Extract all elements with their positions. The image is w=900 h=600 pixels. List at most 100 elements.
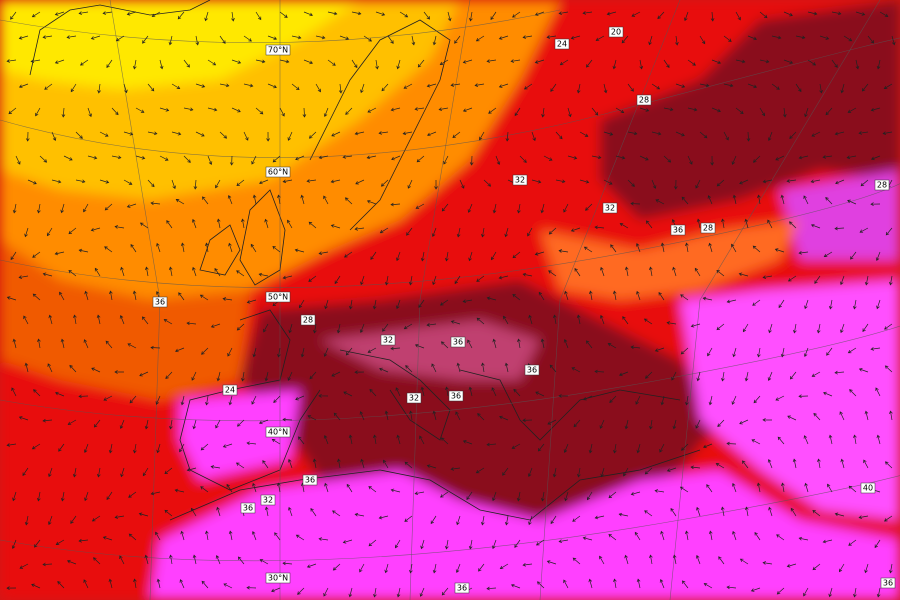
wind-arrow (816, 323, 821, 334)
wind-arrow (687, 59, 696, 66)
wind-arrow (431, 363, 437, 373)
wind-arrow (51, 131, 57, 141)
wind-arrow (199, 294, 209, 301)
wind-arrow (771, 35, 782, 40)
wind-arrow (287, 219, 293, 229)
wind-arrow (108, 578, 113, 589)
wind-arrow (478, 563, 485, 572)
wind-arrow (563, 443, 569, 453)
wind-arrow (651, 83, 661, 90)
wind-arrow (486, 296, 497, 301)
wind-arrow (492, 338, 497, 349)
wind-arrow (618, 512, 629, 517)
wind-arrow (716, 179, 725, 187)
wind-arrow (591, 155, 602, 160)
wind-arrow (459, 179, 465, 189)
wind-arrow (757, 347, 761, 358)
wind-arrow (759, 107, 765, 117)
wind-arrow (550, 83, 557, 92)
wind-arrow (711, 59, 722, 65)
wind-arrow (720, 506, 725, 517)
wind-arrow (624, 266, 629, 277)
wind-arrow (432, 563, 437, 574)
wind-arrow (840, 275, 845, 286)
wind-arrow (707, 347, 713, 357)
wind-arrow (744, 371, 749, 382)
wind-arrow (406, 227, 413, 236)
wind-arrow (469, 11, 473, 22)
wind-arrow (219, 83, 230, 88)
wind-arrow (492, 539, 497, 550)
wind-arrow (466, 491, 473, 500)
wind-arrow (47, 363, 53, 373)
wind-arrow (144, 554, 149, 565)
wind-arrow (288, 323, 293, 334)
wind-arrow (504, 515, 509, 526)
wind-arrow (450, 467, 461, 471)
wind-arrow (55, 391, 65, 397)
wind-arrow (514, 107, 521, 117)
wind-arrow (54, 59, 65, 64)
wind-arrow (259, 179, 269, 185)
wind-arrow (634, 531, 641, 541)
wind-arrow (228, 242, 233, 253)
wind-arrow (23, 315, 29, 325)
wind-arrow (27, 179, 37, 185)
contour-label-box (260, 494, 276, 506)
wind-arrow (828, 434, 833, 445)
wind-arrow (126, 11, 137, 16)
wind-arrow (822, 539, 833, 544)
wind-arrow (681, 580, 689, 589)
wind-arrow (726, 441, 737, 446)
wind-arrow (795, 83, 802, 93)
wind-arrow (51, 179, 62, 184)
wind-arrow (548, 270, 557, 277)
wind-arrow (447, 11, 452, 22)
wind-arrow (768, 506, 773, 517)
wind-arrow (68, 227, 77, 235)
wind-arrow (6, 443, 17, 447)
wind-arrow (762, 418, 773, 422)
wind-arrow (840, 458, 845, 469)
wind-arrow (192, 419, 197, 430)
wind-arrow (108, 443, 113, 454)
wind-arrow (559, 59, 569, 66)
wind-arrow (462, 299, 473, 304)
wind-arrow (264, 506, 269, 517)
wind-arrow (695, 179, 701, 189)
wind-arrow (754, 531, 761, 541)
wind-arrow (348, 587, 353, 598)
wind-arrow (863, 459, 869, 469)
wind-arrow (31, 11, 41, 18)
wind-arrow (814, 275, 821, 284)
wind-arrow (803, 347, 809, 358)
wind-arrow (744, 218, 749, 229)
wind-arrow (6, 296, 17, 301)
wind-arrow (133, 443, 137, 454)
wind-arrow (835, 179, 845, 185)
wind-arrow (383, 459, 389, 469)
wind-arrow (87, 107, 92, 118)
wind-arrow (673, 179, 678, 190)
wind-arrow (22, 467, 29, 476)
wind-arrow (315, 83, 321, 93)
wind-arrow (848, 485, 857, 493)
wind-arrow (250, 243, 257, 253)
wind-arrow (24, 515, 29, 526)
wind-arrow (654, 347, 665, 352)
wind-arrow (657, 11, 665, 20)
wind-arrow (159, 59, 164, 70)
wind-arrow (666, 321, 677, 325)
contour-label-box (300, 314, 316, 326)
wind-arrow (75, 131, 83, 139)
wind-arrow (11, 539, 17, 549)
wind-arrow (807, 59, 817, 66)
contour-label: 28 (639, 96, 649, 105)
wind-arrow (302, 107, 307, 118)
wind-arrow (330, 179, 341, 184)
wind-arrow (295, 155, 305, 161)
wind-arrow (636, 290, 641, 301)
wind-arrow (823, 251, 833, 258)
wind-arrow (243, 131, 249, 141)
wind-arrow (768, 323, 773, 334)
